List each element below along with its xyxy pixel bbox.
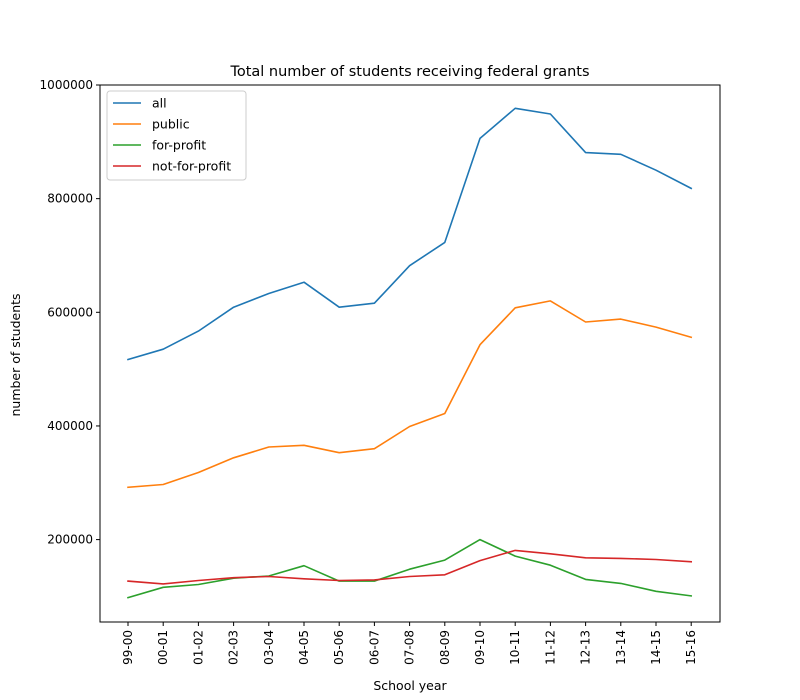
legend: all public for-profit not-for-profit (106, 90, 247, 181)
x-tick-label: 99-00 (121, 630, 135, 665)
series-line-for-profit (127, 538, 693, 599)
x-tick-label: 02-03 (227, 630, 241, 665)
x-tick-label: 13-14 (614, 630, 628, 665)
series-line-not-for-profit (127, 549, 693, 585)
legend-label-public: public (152, 117, 190, 132)
x-axis-label: School year (373, 678, 447, 693)
legend-label-for-profit: for-profit (152, 138, 206, 153)
legend-label-all: all (152, 96, 167, 111)
x-tick-label: 06-07 (367, 630, 381, 665)
chart-title: Total number of students receiving feder… (229, 64, 589, 80)
x-tick-label: 05-06 (332, 630, 346, 665)
y-tick-label: 200000 (47, 533, 93, 547)
x-tick-label: 03-04 (262, 630, 276, 665)
series-line-all (127, 107, 693, 361)
x-tick-label: 09-10 (473, 630, 487, 665)
x-tick-label: 08-09 (438, 630, 452, 665)
x-tick-label: 07-08 (403, 630, 417, 665)
y-tick-label: 600000 (47, 305, 93, 319)
series-line-public (127, 300, 693, 489)
x-tick-label: 10-11 (508, 630, 522, 665)
x-tick-label: 04-05 (297, 630, 311, 665)
x-tick-label: 12-13 (579, 630, 593, 665)
x-tick-label: 00-01 (156, 630, 170, 665)
x-tick-label: 14-15 (649, 630, 663, 665)
x-tick-label: 01-02 (191, 630, 205, 665)
x-tick-label: 15-16 (684, 630, 698, 665)
y-axis-label: number of students (8, 293, 23, 416)
y-tick-label: 400000 (47, 419, 93, 433)
y-tick-label: 1000000 (40, 78, 93, 92)
legend-box (106, 90, 247, 181)
y-tick-label: 800000 (47, 192, 93, 206)
x-tick-label: 11-12 (543, 630, 557, 665)
plot-area: 99-00 00-01 01-02 02-03 03-04 04-05 05-06 06-07… (40, 78, 721, 665)
legend-label-not-for-profit: not-for-profit (152, 159, 231, 174)
